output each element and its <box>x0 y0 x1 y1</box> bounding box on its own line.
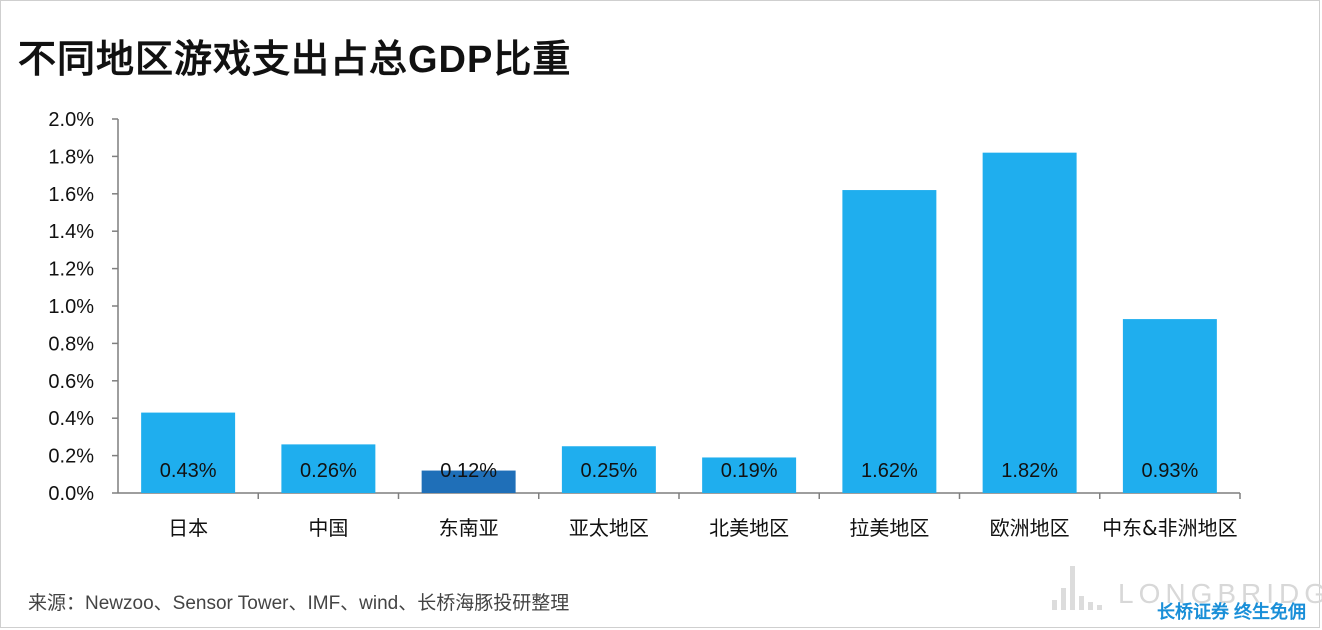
bar-7 <box>1122 319 1217 493</box>
data-label: 0.25% <box>581 460 638 482</box>
x-category-label: 亚太地区 <box>569 516 649 540</box>
x-category-label: 北美地区 <box>709 516 789 540</box>
x-category-label: 东南亚 <box>439 516 499 540</box>
x-category-label: 日本 <box>168 516 208 540</box>
y-tick-label: 0.0% <box>48 483 94 505</box>
y-tick-label: 1.4% <box>48 221 94 243</box>
bar-1 <box>281 444 376 493</box>
watermark-brand: LONGBRIDGE <box>1118 578 1322 609</box>
y-tick-label: 0.2% <box>48 446 94 468</box>
bar-4 <box>702 457 797 493</box>
source-note: 来源：Newzoo、Sensor Tower、IMF、wind、长桥海豚投研整理 <box>28 593 570 614</box>
chart-title: 不同地区游戏支出占总GDP比重 <box>18 39 572 81</box>
x-category-label: 欧洲地区 <box>990 516 1070 540</box>
watermark-bars-icon <box>1052 560 1112 610</box>
data-label: 0.43% <box>160 460 217 482</box>
y-tick-label: 1.6% <box>48 184 94 206</box>
y-tick-label: 1.2% <box>48 259 94 281</box>
bar-3 <box>561 446 656 493</box>
bar-0 <box>141 412 236 493</box>
data-label: 1.62% <box>861 460 918 482</box>
bar-5 <box>842 190 937 493</box>
data-label: 0.19% <box>721 460 778 482</box>
data-label: 1.82% <box>1001 460 1058 482</box>
brand-slogan: 长桥证券 终生免佣 <box>1156 602 1306 622</box>
y-tick-label: 0.6% <box>48 371 94 393</box>
y-tick-label: 2.0% <box>48 109 94 131</box>
bar-2 <box>421 470 516 493</box>
y-tick-label: 1.0% <box>48 296 94 318</box>
data-label: 0.26% <box>300 460 357 482</box>
x-category-label: 拉美地区 <box>849 516 929 540</box>
y-tick-label: 1.8% <box>48 146 94 168</box>
y-tick-label: 0.4% <box>48 408 94 430</box>
x-category-label: 中国 <box>308 516 348 540</box>
y-tick-label: 0.8% <box>48 333 94 355</box>
data-label: 0.93% <box>1142 460 1199 482</box>
bar-6 <box>982 152 1077 493</box>
x-category-label: 中东&非洲地区 <box>1102 516 1238 540</box>
data-label: 0.12% <box>440 460 497 482</box>
